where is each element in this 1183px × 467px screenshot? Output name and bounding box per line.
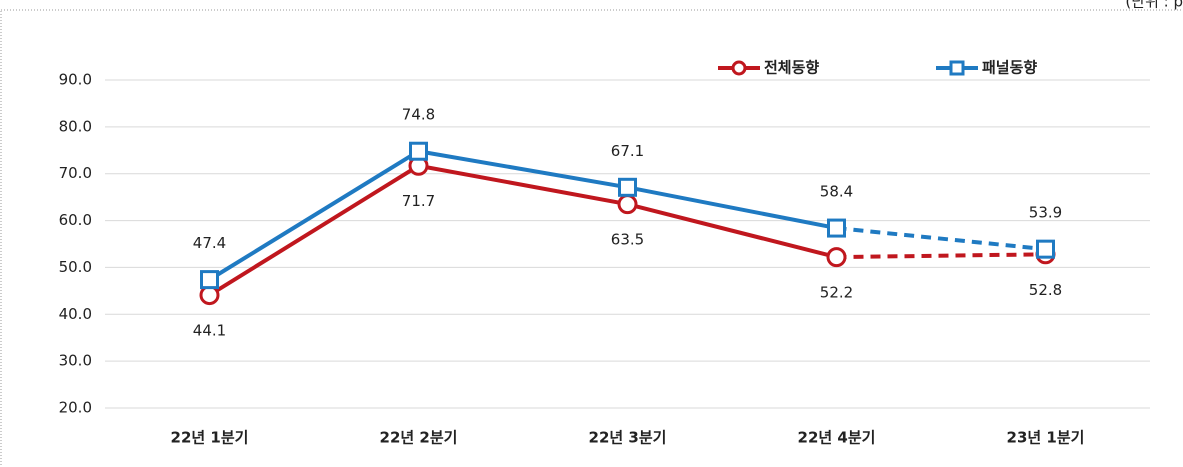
x-tick-label: 22년 3분기 — [589, 429, 667, 447]
data-label: 71.7 — [402, 192, 435, 210]
legend-marker — [949, 60, 965, 76]
chart-frame — [0, 9, 1183, 467]
x-tick-label: 23년 1분기 — [1007, 429, 1085, 447]
data-label: 44.1 — [193, 322, 226, 340]
data-label: 63.5 — [611, 231, 644, 249]
y-tick-label: 60.0 — [59, 211, 92, 229]
data-label: 58.4 — [820, 183, 853, 201]
marker — [409, 141, 428, 161]
legend-label: 전체동향 — [764, 59, 819, 77]
x-tick-label: 22년 4분기 — [798, 429, 876, 447]
data-label: 52.2 — [820, 284, 853, 302]
y-tick-label: 90.0 — [59, 71, 92, 89]
unit-note: (단위 : p — [1125, 0, 1183, 11]
data-label: 53.9 — [1029, 204, 1062, 222]
marker — [617, 194, 638, 215]
y-tick-label: 40.0 — [59, 305, 92, 323]
legend-marker — [731, 60, 747, 76]
marker — [1036, 239, 1055, 259]
dashed-line — [836, 226, 1046, 252]
y-tick-label: 30.0 — [59, 352, 92, 370]
legend-label: 패널동향 — [982, 59, 1037, 77]
dashed-line — [836, 252, 1046, 260]
data-label: 74.8 — [402, 106, 435, 124]
data-label: 67.1 — [611, 142, 644, 160]
data-label: 52.8 — [1029, 281, 1062, 299]
x-tick-label: 22년 1분기 — [171, 429, 249, 447]
marker — [200, 270, 219, 290]
y-tick-label: 80.0 — [59, 117, 92, 135]
marker — [618, 177, 637, 197]
marker — [199, 285, 220, 306]
line — [208, 163, 837, 297]
y-tick-label: 70.0 — [59, 164, 92, 182]
line — [208, 149, 837, 282]
data-label: 47.4 — [193, 234, 226, 252]
x-tick-label: 22년 2분기 — [380, 429, 458, 447]
y-tick-label: 20.0 — [59, 399, 92, 417]
marker — [827, 218, 846, 238]
y-tick-label: 50.0 — [59, 258, 92, 276]
marker — [826, 247, 847, 268]
